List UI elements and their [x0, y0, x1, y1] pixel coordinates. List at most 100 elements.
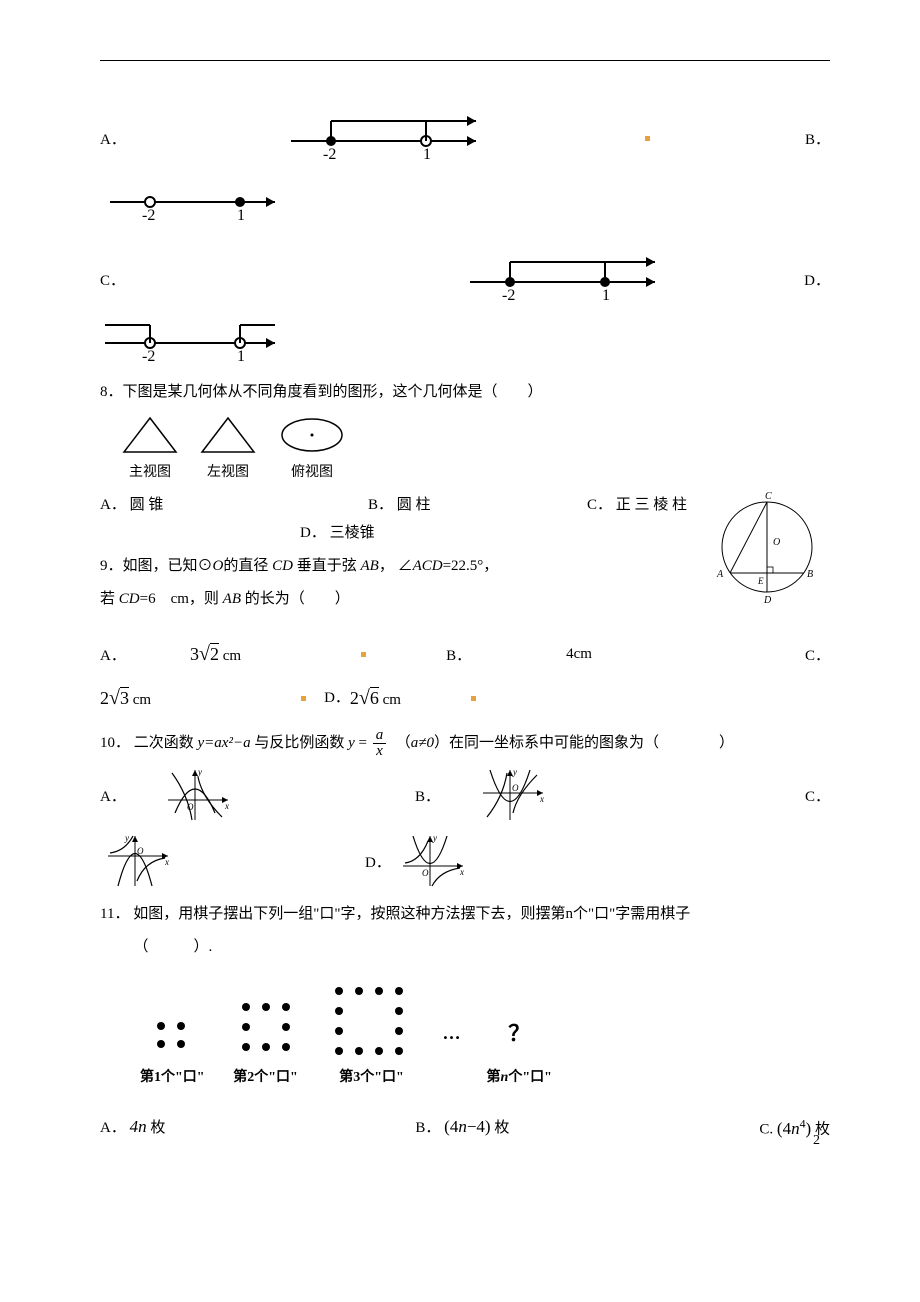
- q8-q9-region: A． 圆 锥 B． 圆 柱 C． 正 三 棱 柱 D． 三棱锥 9．如图，已知⊙…: [100, 487, 830, 619]
- q9-AB1: AB: [360, 558, 378, 574]
- svg-text:D: D: [763, 595, 772, 606]
- svg-text:x: x: [459, 867, 464, 877]
- q9-line2: 若 CD=6 cm，则 AB 的长为（ ）: [100, 586, 695, 613]
- q11-cl: C.: [759, 1122, 777, 1138]
- numberline-a: -2 1: [281, 111, 491, 161]
- q10-graph-c: O x y: [100, 831, 175, 891]
- q9-a-pre: 3: [190, 644, 199, 664]
- q9-figure: C O A B E D: [705, 487, 830, 612]
- q10-d-label: D．: [365, 851, 395, 872]
- q9-l1d: ， ∠: [379, 558, 413, 574]
- q9-d-label: D．: [324, 685, 350, 712]
- pattern-2-icon: [231, 997, 301, 1057]
- q10-pb: 与反比例函数: [251, 735, 349, 751]
- svg-text:x: x: [164, 857, 169, 867]
- q9-b-label: B．: [446, 644, 496, 665]
- q9-b-val: 4cm: [566, 646, 592, 663]
- q11-cna: 第: [487, 1070, 501, 1085]
- svg-text:-2: -2: [142, 348, 155, 363]
- q10-ane0: a≠0: [411, 735, 434, 751]
- q9-a-root: 2: [210, 643, 219, 664]
- page: A． -2 1 B． -2 1: [0, 0, 920, 1179]
- svg-text:B: B: [807, 569, 813, 580]
- q10-graph-d: O x y: [395, 831, 470, 891]
- ellipse-top-icon: [276, 414, 348, 456]
- svg-text:O: O: [137, 846, 144, 856]
- q11-cnb: 个"口": [508, 1070, 552, 1085]
- svg-text:O: O: [422, 868, 429, 878]
- page-num: 2: [813, 1133, 820, 1149]
- q10-graph-a: O x y: [160, 765, 235, 825]
- pattern-3-icon: [327, 981, 417, 1057]
- q9-d-val: 2√6 cm: [350, 680, 401, 716]
- svg-text:1: 1: [423, 146, 431, 161]
- q9-c-val: 2√3 cm: [100, 680, 151, 716]
- svg-text:-2: -2: [502, 287, 515, 302]
- q9-d-root: 6: [370, 687, 379, 708]
- svg-text:O: O: [512, 783, 519, 793]
- triangle-front-icon: [120, 414, 180, 456]
- q7-b-graph-row: -2 1: [100, 172, 830, 232]
- q10-eq: =: [355, 735, 371, 751]
- q9-a-val: 3√2 cm: [190, 643, 241, 666]
- numberline-b: -2 1: [100, 172, 290, 222]
- numberline-c: -2 1: [460, 252, 670, 302]
- q8-c: C． 正 三 棱 柱: [576, 493, 687, 514]
- q9-line1: 9．如图，已知⊙O的直径 CD 垂直于弦 AB， ∠ACD=22.5°，: [100, 553, 695, 580]
- q7-c-label: C．: [100, 269, 125, 290]
- q10-row2: O x y D． O x y: [100, 831, 830, 891]
- q10-row1: A． O x y B． O x y: [100, 765, 830, 825]
- q9-l2b: =6 cm，则: [140, 591, 223, 607]
- circle-geometry-icon: C O A B E D: [705, 487, 830, 607]
- q10-lhs: y: [348, 735, 355, 751]
- q9-AB2: AB: [223, 591, 241, 607]
- q11-al: A．: [100, 1120, 130, 1136]
- q9-CD1: CD: [272, 558, 293, 574]
- q11-as: 枚: [147, 1120, 166, 1136]
- q11-c1: 第1个"口": [140, 1066, 205, 1086]
- svg-text:E: E: [757, 576, 764, 586]
- q9-c-unit: cm: [129, 692, 151, 708]
- q7-a-graph: -2 1: [281, 111, 491, 166]
- q10-c-label: C．: [805, 785, 830, 806]
- q11-p1: 第1个"口": [140, 1012, 205, 1086]
- q9-l1a: 9．如图，已知⊙: [100, 558, 213, 574]
- q11-qmark: ？: [487, 1002, 552, 1062]
- q10-pa: 10． 二次函数: [100, 735, 198, 751]
- q9-l1b: 的直径: [223, 558, 272, 574]
- q10-b-label: B．: [415, 785, 445, 806]
- pattern-1-icon: [147, 1012, 197, 1057]
- svg-text:x: x: [224, 801, 229, 811]
- q9-text: 9．如图，已知⊙O的直径 CD 垂直于弦 AB， ∠ACD=22.5°， 若 C…: [100, 553, 695, 613]
- q8-d: D． 三棱锥: [300, 520, 695, 547]
- q11-dots: …: [443, 1023, 461, 1044]
- q11-c2: 第2个"口": [231, 1066, 301, 1086]
- svg-text:y: y: [432, 833, 437, 843]
- q9-l1c: 垂直于弦: [293, 558, 361, 574]
- svg-text:A: A: [716, 569, 724, 580]
- q11-bl: B．: [415, 1120, 444, 1136]
- q8-top-view: 俯视图: [276, 414, 348, 481]
- q9-c-pre: 2: [100, 688, 109, 708]
- q9-O: O: [213, 558, 224, 574]
- q9-CD2: CD: [119, 591, 140, 607]
- q11-pn: ？ 第n个"口": [487, 1002, 552, 1086]
- svg-text:1: 1: [237, 348, 245, 363]
- q8-a: A． 圆 锥: [100, 493, 360, 514]
- q7-line-cd: C． -2 1 D．: [100, 252, 830, 307]
- svg-text:y: y: [197, 767, 202, 777]
- q8-views: 主视图 左视图 俯视图: [120, 414, 830, 481]
- q11-prompt-b: （ ）.: [126, 934, 830, 961]
- q9-c-label: C．: [805, 644, 830, 665]
- q8-front-label: 主视图: [120, 461, 180, 481]
- q10-prompt: 10． 二次函数 y=ax²−a 与反比例函数 y = ax （a≠0）在同一坐…: [100, 728, 830, 759]
- q9-a-label: A．: [100, 644, 190, 665]
- q9-l2c: 的长为（ ）: [241, 591, 350, 607]
- svg-text:1: 1: [602, 287, 610, 302]
- q7-line-ab: A． -2 1 B．: [100, 111, 830, 166]
- q8-top-label: 俯视图: [276, 461, 348, 481]
- numberline-d: -2 1: [100, 313, 290, 363]
- q7-d-label: D．: [804, 269, 830, 290]
- decor-dot-2: [361, 652, 366, 657]
- svg-text:O: O: [773, 537, 780, 548]
